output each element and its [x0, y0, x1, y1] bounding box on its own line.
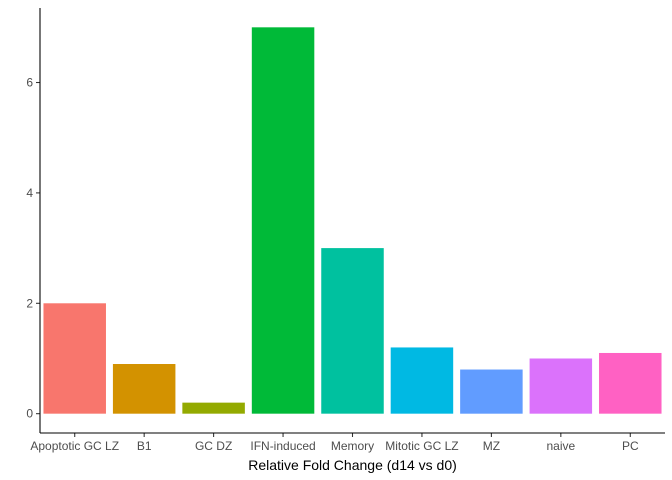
- bar-memory: [321, 248, 384, 414]
- bar-mitotic-gc-lz: [390, 347, 454, 414]
- x-tick-label: GC DZ: [195, 439, 232, 453]
- x-tick-label: IFN-induced: [250, 439, 315, 453]
- bar-apoptotic-gc-lz: [43, 303, 106, 414]
- x-tick-label: Mitotic GC LZ: [385, 439, 458, 453]
- y-tick-label: 0: [26, 407, 33, 421]
- bars-group: [43, 27, 662, 414]
- y-axis-ticks: 0 2 4 6: [26, 76, 40, 421]
- x-tick-label: MZ: [483, 439, 500, 453]
- bar-ifn-induced: [251, 27, 315, 414]
- x-axis-title: Relative Fold Change (d14 vs d0): [248, 457, 457, 473]
- bar-b1: [112, 364, 176, 414]
- x-tick-label: B1: [137, 439, 152, 453]
- bar-naive: [529, 358, 593, 414]
- x-axis-ticks: Apoptotic GC LZ B1 GC DZ IFN-induced Memory M…: [30, 433, 639, 453]
- y-tick-label: 4: [26, 186, 33, 200]
- bar-gc-dz: [182, 402, 245, 414]
- x-tick-label: Apoptotic GC LZ: [30, 439, 119, 453]
- bar-pc: [599, 352, 662, 414]
- bar-mz: [460, 369, 523, 414]
- x-tick-label: PC: [622, 439, 639, 453]
- y-tick-label: 6: [26, 76, 33, 90]
- x-tick-label: naive: [546, 439, 575, 453]
- x-tick-label: Memory: [331, 439, 374, 453]
- y-tick-label: 2: [26, 296, 33, 310]
